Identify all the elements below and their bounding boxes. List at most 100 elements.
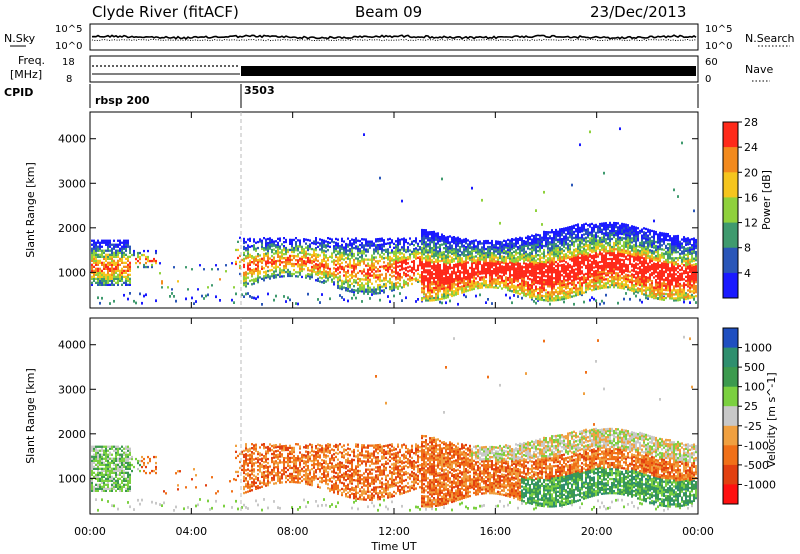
scatter-cell: [605, 286, 607, 289]
scatter-cell: [105, 259, 107, 262]
scatter-cell: [345, 271, 347, 274]
scatter-cell: [349, 266, 351, 269]
scatter-cell: [509, 281, 511, 284]
scatter-cell: [341, 283, 343, 287]
scatter-cell: [425, 229, 427, 232]
scatter-cell: [409, 255, 411, 258]
scatter-cell: [465, 276, 467, 279]
scatter-cell: [275, 260, 277, 263]
scatter-cell: [589, 285, 591, 288]
scatter-cell: [245, 281, 247, 284]
scatter-cell: [485, 241, 487, 245]
scatter-cell: [381, 257, 383, 260]
scatter-cell: [485, 247, 487, 251]
scatter-cell: [301, 269, 303, 273]
scatter-cell: [465, 266, 467, 269]
scatter-cell: [405, 250, 407, 254]
scatter-cell: [307, 269, 309, 272]
scatter-cell: [591, 296, 593, 299]
scatter-cell: [607, 282, 609, 285]
scatter-cell: [491, 264, 493, 267]
scatter-cell: [299, 251, 301, 254]
scatter-cell: [517, 264, 519, 267]
scatter-cell: [493, 262, 495, 265]
scatter-cell: [349, 244, 351, 247]
scatter-cell: [643, 269, 645, 272]
scatter-cell: [645, 257, 647, 261]
scatter-cell: [515, 271, 517, 274]
scatter-cell: [585, 240, 587, 243]
scatter-cell: [549, 302, 551, 306]
scatter-cell: [551, 263, 553, 266]
scatter-cell: [657, 251, 659, 254]
scatter-cell: [557, 296, 559, 300]
scatter-cell: [487, 251, 489, 255]
scatter-cell: [347, 285, 349, 288]
scatter-cell: [529, 235, 531, 239]
scatter-cell: [123, 269, 125, 272]
scatter-cell: [287, 262, 289, 266]
scatter-cell: [443, 265, 445, 268]
scatter-cell: [267, 265, 269, 269]
scatter-cell: [541, 242, 543, 245]
scatter-cell: [357, 283, 359, 286]
scatter-cell: [637, 231, 639, 234]
scatter-cell: [269, 241, 271, 244]
scatter-cell: [105, 275, 107, 278]
scatter-cell: [651, 285, 653, 289]
scatter-cell: [571, 233, 573, 236]
scatter-cell: [351, 282, 353, 285]
scatter-cell: [99, 281, 101, 284]
scatter-cell: [293, 256, 295, 260]
scatter-cell: [611, 237, 613, 241]
scatter-cell: [113, 255, 115, 258]
scatter-cell: [575, 278, 577, 281]
scatter-cell: [429, 277, 431, 280]
scatter-cell: [129, 277, 131, 280]
scatter-cell: [649, 295, 651, 298]
scatter-cell: [305, 246, 307, 249]
scatter-cell: [489, 271, 491, 275]
scatter-cell: [245, 275, 247, 278]
scatter-cell: [331, 272, 333, 275]
scatter-cell: [629, 258, 631, 261]
scatter-cell: [251, 257, 253, 260]
scatter-cell: [605, 224, 607, 227]
scatter-cell: [531, 294, 533, 297]
scatter-cell: [457, 262, 459, 265]
scatter-cell: [591, 262, 593, 266]
scatter-cell: [547, 231, 549, 234]
scatter-cell: [651, 283, 653, 287]
scatter-cell: [413, 268, 415, 271]
scatter-cell: [535, 277, 537, 280]
scatter-cell: [383, 249, 385, 252]
scatter-cell: [359, 255, 361, 259]
scatter-cell: [453, 290, 455, 293]
scatter-cell: [111, 271, 113, 274]
scatter-cell: [535, 281, 537, 284]
scatter-cell: [561, 238, 563, 241]
scatter-cell: [457, 244, 459, 247]
scatter-cell: [629, 288, 631, 292]
scatter-cell: [565, 287, 567, 290]
scatter-cell: [623, 227, 625, 230]
scatter-cell: [659, 245, 661, 249]
scatter-cell: [243, 239, 245, 243]
scatter-cell: [479, 276, 481, 279]
scatter-cell: [439, 284, 441, 287]
scatter-cell: [403, 271, 405, 274]
scatter-cell: [435, 286, 437, 289]
scatter-cell: [371, 290, 373, 293]
scatter-cell: [505, 293, 507, 297]
scatter-cell: [585, 282, 587, 286]
scatter-cell: [435, 258, 437, 261]
scatter-cell: [593, 274, 595, 277]
scatter-cell: [91, 277, 93, 280]
scatter-cell: [395, 258, 397, 261]
scatter-cell: [633, 269, 635, 273]
scatter-cell: [339, 247, 341, 250]
scatter-cell: [549, 263, 551, 266]
scatter-cell: [91, 275, 93, 278]
scatter-cell: [361, 258, 363, 261]
scatter-cell: [293, 264, 295, 268]
